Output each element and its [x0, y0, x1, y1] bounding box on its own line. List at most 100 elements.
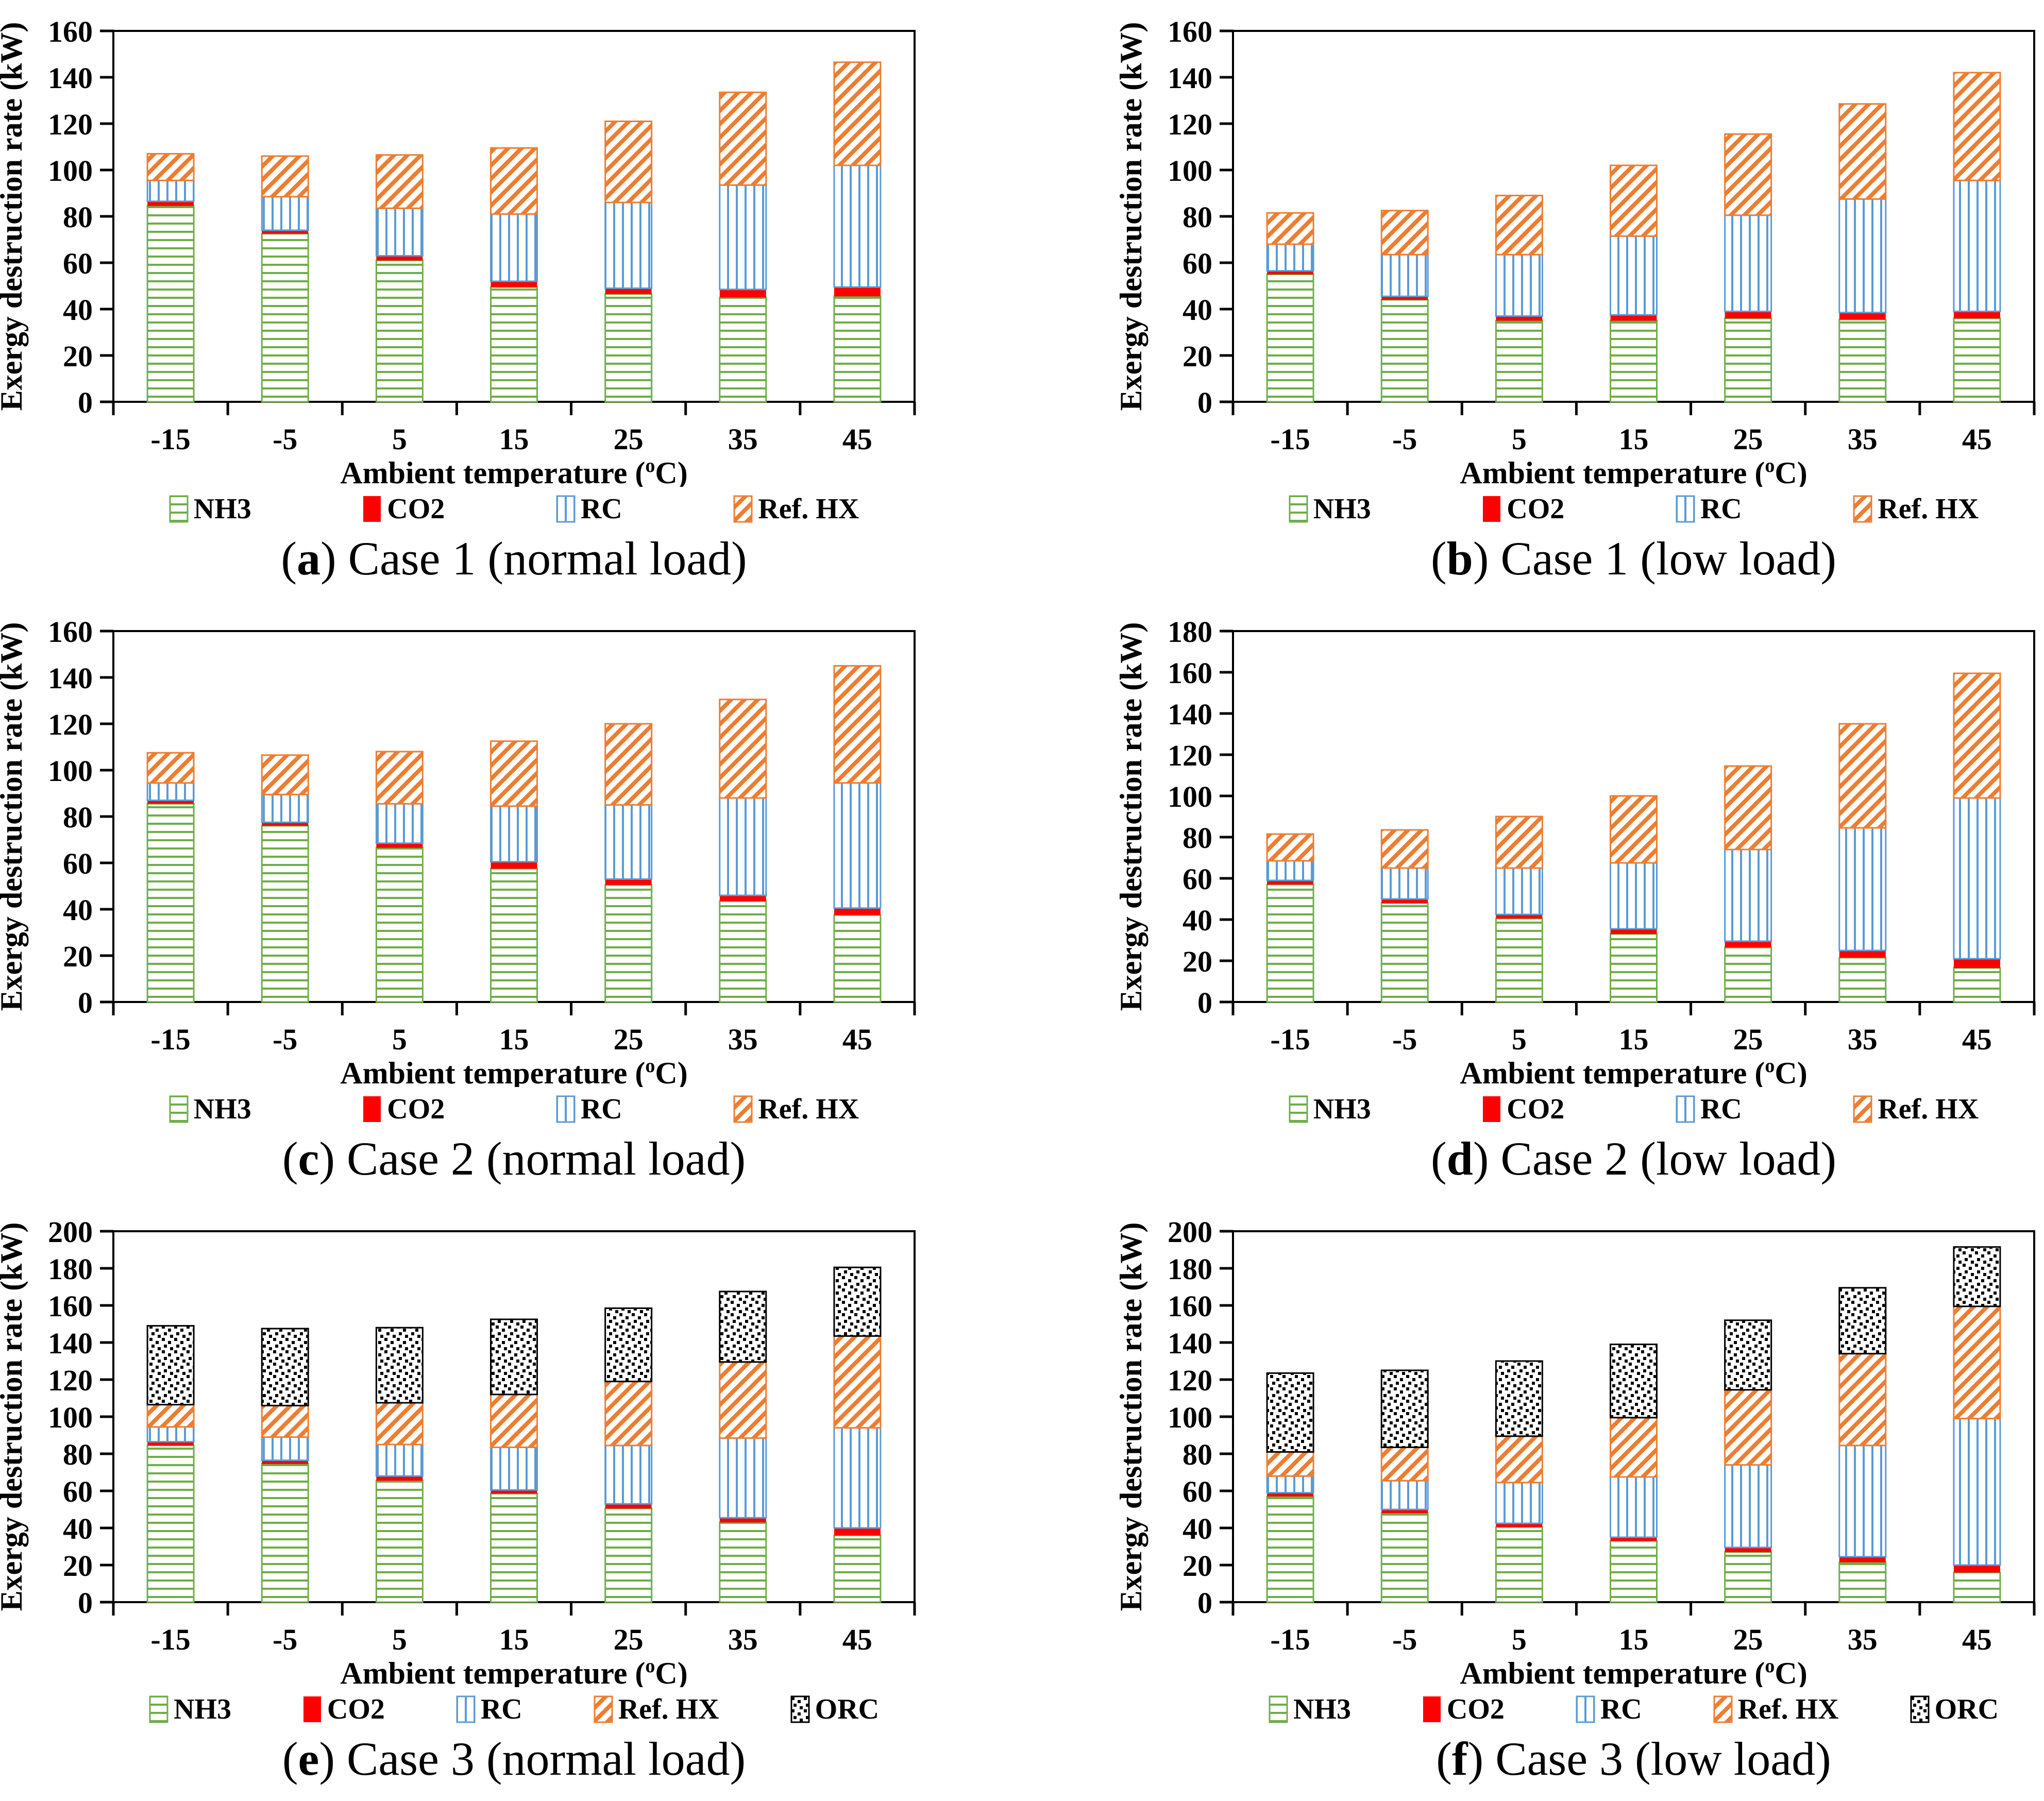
bar-segment-ref-hx	[261, 1404, 309, 1438]
caption-b: (b) Case 1 (low load)	[1233, 532, 2034, 585]
bar-segment-rc	[490, 213, 538, 282]
x-tick-label: 35	[1848, 1623, 1878, 1656]
bar-segment-nh3	[1953, 317, 2001, 403]
y-axis-label: Exergy destruction rate (kW)	[0, 22, 28, 411]
panel-c: 0 20 40 60 80 100 120 140 160 -15 -5 5 15 25 35 45 Ambie…	[0, 600, 1022, 1200]
bar-segment-orc	[719, 1290, 767, 1363]
legend-swatch-icon	[303, 1696, 321, 1722]
caption-paren-open: (	[282, 1732, 298, 1785]
y-tick-label: 160	[1168, 15, 1212, 48]
bar-segment-rc	[833, 164, 882, 288]
bar-segment-co2	[262, 1460, 309, 1464]
caption-letter: e	[298, 1732, 319, 1785]
y-tick-label: 80	[63, 200, 93, 234]
y-tick-label: 180	[48, 1252, 93, 1286]
bar-segment-co2	[1267, 1492, 1314, 1497]
y-tick-label: 100	[48, 754, 93, 788]
y-tick-label: 80	[1183, 1438, 1212, 1471]
bar-segment-co2	[376, 256, 423, 261]
x-tick-label: 25	[1733, 1023, 1763, 1056]
x-tick-label: -15	[1270, 1023, 1310, 1056]
legend-swatch-icon	[1853, 1095, 1872, 1123]
legend-label: CO2	[387, 1093, 445, 1125]
x-axis-label: Ambient temperature (oC)	[340, 455, 687, 487]
caption-paren-open: (	[282, 1132, 298, 1185]
y-tick-label: 200	[48, 1215, 93, 1249]
legend-d: NH3 CO2 RC Ref. HX	[1233, 1089, 2034, 1130]
bar-segment-nh3	[719, 900, 767, 1003]
y-tick-label: 180	[1168, 615, 1212, 649]
bar-segment-rc	[1495, 253, 1543, 317]
legend-item-nh3: NH3	[1269, 1695, 1351, 1724]
x-tick-label: 45	[842, 1623, 872, 1656]
bar-segment-ref-hx	[261, 155, 309, 198]
bar-segment-co2	[1839, 1556, 1886, 1562]
legend-swatch-icon	[1269, 1695, 1288, 1723]
bar-segment-co2	[1496, 914, 1543, 919]
legend-label: NH3	[1313, 1093, 1371, 1125]
y-tick-label: 100	[1168, 154, 1212, 188]
chart-svg-a: 0 20 40 60 80 100 120 140 160 -15 -5 5 15 25 35 45 Ambie…	[0, 15, 916, 487]
bar-segment-rc	[375, 207, 424, 257]
bar-segment-rc	[1266, 1475, 1314, 1494]
y-tick-label: 40	[1183, 1512, 1212, 1545]
caption-letter: f	[1451, 1732, 1468, 1785]
x-tick-label: 5	[392, 422, 407, 456]
bar-segment-co2	[1725, 1547, 1771, 1552]
legend-label: CO2	[387, 493, 445, 525]
y-tick-label: 160	[48, 15, 93, 48]
bar-segment-co2	[147, 800, 194, 804]
bar-segment-rc	[146, 1426, 195, 1443]
bar-segment-rc	[1953, 797, 2001, 960]
y-tick-label: 120	[1168, 739, 1212, 772]
y-axis-label: Exergy destruction rate (kW)	[1114, 22, 1148, 411]
x-axis-label: Ambient temperature (oC)	[340, 1055, 687, 1087]
bar-segment-co2	[1610, 1537, 1657, 1541]
caption-letter: d	[1446, 1132, 1473, 1185]
bar-segment-nh3	[1838, 957, 1887, 1003]
legend-label: Ref. HX	[1878, 493, 1979, 525]
y-tick-label: 100	[48, 154, 93, 188]
bar-segment-co2	[1839, 312, 1886, 320]
x-tick-label: 25	[1733, 1623, 1763, 1656]
bar-segment-rc	[1724, 848, 1772, 942]
y-tick-label: 140	[1168, 1327, 1212, 1360]
bar-segment-co2	[1839, 950, 1886, 958]
bar-segment-co2	[1381, 899, 1428, 903]
bar-segment-rc	[146, 782, 195, 801]
legend-label: Ref. HX	[758, 1093, 859, 1125]
x-tick-label: -5	[273, 422, 297, 456]
caption-text: Case 2 (low load)	[1500, 1132, 1836, 1185]
y-tick-label: 80	[63, 1438, 93, 1471]
legend-label: NH3	[1293, 1693, 1351, 1725]
bar-segment-co2	[147, 201, 194, 206]
bar-segment-rc	[1495, 1482, 1543, 1524]
bar-segment-ref-hx	[1838, 1353, 1887, 1447]
bar-segment-nh3	[719, 297, 767, 403]
x-tick-label: 15	[1619, 1023, 1649, 1056]
x-tick-label: 15	[499, 1023, 529, 1056]
y-tick-label: 140	[1168, 61, 1212, 95]
y-tick-label: 200	[1168, 1215, 1212, 1249]
legend-item-co2: CO2	[362, 1095, 445, 1124]
bar-segment-ref-hx	[261, 754, 309, 795]
bar-segment-co2	[1953, 959, 2000, 968]
bar-segment-rc	[490, 805, 538, 863]
bar-segment-nh3	[1380, 299, 1429, 403]
caption-letter: b	[1446, 532, 1473, 585]
x-tick-label: -15	[1270, 422, 1310, 456]
bar-segment-ref-hx	[1495, 195, 1543, 256]
bar-segment-co2	[719, 1518, 766, 1523]
y-tick-label: 60	[1183, 1475, 1212, 1508]
x-tick-label: -15	[150, 1623, 190, 1656]
bar-segment-rc	[604, 201, 653, 289]
bar-segment-nh3	[833, 295, 882, 403]
y-tick-label: 40	[63, 893, 93, 927]
panel-d: 0 20 40 60 80 100 120 140 160 180 -15 -5 5 15 25 35 45 Am…	[1022, 600, 2044, 1200]
bar-segment-rc	[1610, 1476, 1658, 1538]
bar-segment-ref-hx	[146, 153, 195, 181]
legend-swatch-icon	[363, 1096, 381, 1122]
bar-segment-nh3	[146, 205, 195, 403]
bar-segment-rc	[1610, 235, 1658, 316]
